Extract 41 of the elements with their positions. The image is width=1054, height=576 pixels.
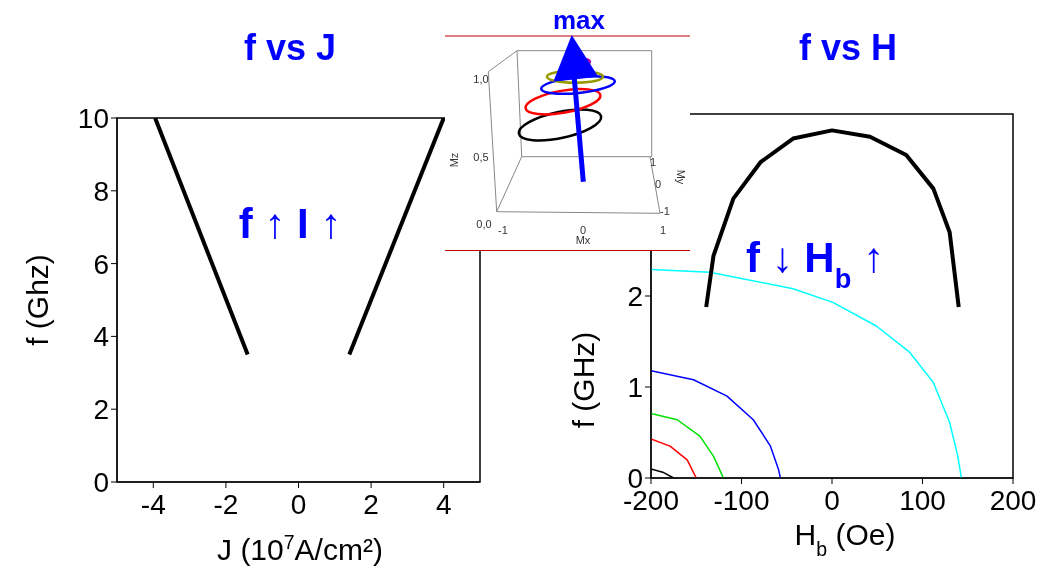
annotation: 1 [649,155,657,168]
y-axis-title: f (GHz) [567,331,600,429]
text: Mx [575,234,591,246]
annotation: f ↑ I ↑ [238,200,342,247]
text: -1 [498,223,508,236]
annotation: f ↓ H$_{b}$ ↑ [745,234,885,294]
x-tick-label: -2 [213,488,239,520]
text: Mz [448,152,460,168]
annotation: 0,5 [473,150,489,163]
x-tick-label: -100 [713,484,770,516]
x-axis-title: H$_{b}$ (Oe) [794,518,896,560]
line-series [651,438,697,478]
y-tick-label: 4 [93,321,109,353]
y-tick-label: 2 [627,280,643,312]
text: 1,0 [473,72,489,85]
annotation: My [675,169,688,185]
x-tick-label: 100 [899,484,946,516]
text: 0 [579,223,587,236]
line-series [651,369,782,478]
x-tick-label: 0 [824,484,840,516]
line-series [704,128,961,309]
text: max [552,4,606,35]
chart-title: f vs H [798,27,898,68]
y-tick-label: 6 [93,248,109,280]
x-axis-title: J (10$^{7}$A/cm²) [217,531,383,566]
y-tick-label: 10 [77,102,109,134]
y-tick-label: 2 [93,394,109,426]
x-tick-label: 200 [989,484,1037,516]
y-tick-label: 8 [93,175,109,207]
line-series [651,412,725,478]
x-tick-label: -4 [140,488,166,520]
annotation: 0,0 [476,217,492,230]
x-tick-label: 4 [435,488,452,520]
y-axis-title: f (Ghz) [21,254,54,346]
annotation: 0 [654,177,662,190]
x-tick-label: 0 [290,488,307,520]
x-tick-label: 2 [363,488,379,520]
y-tick-label: 1 [627,371,643,403]
annotation: -1 [660,204,670,217]
chart-title: f vs J [243,27,337,68]
annotation: 1 [659,223,667,236]
